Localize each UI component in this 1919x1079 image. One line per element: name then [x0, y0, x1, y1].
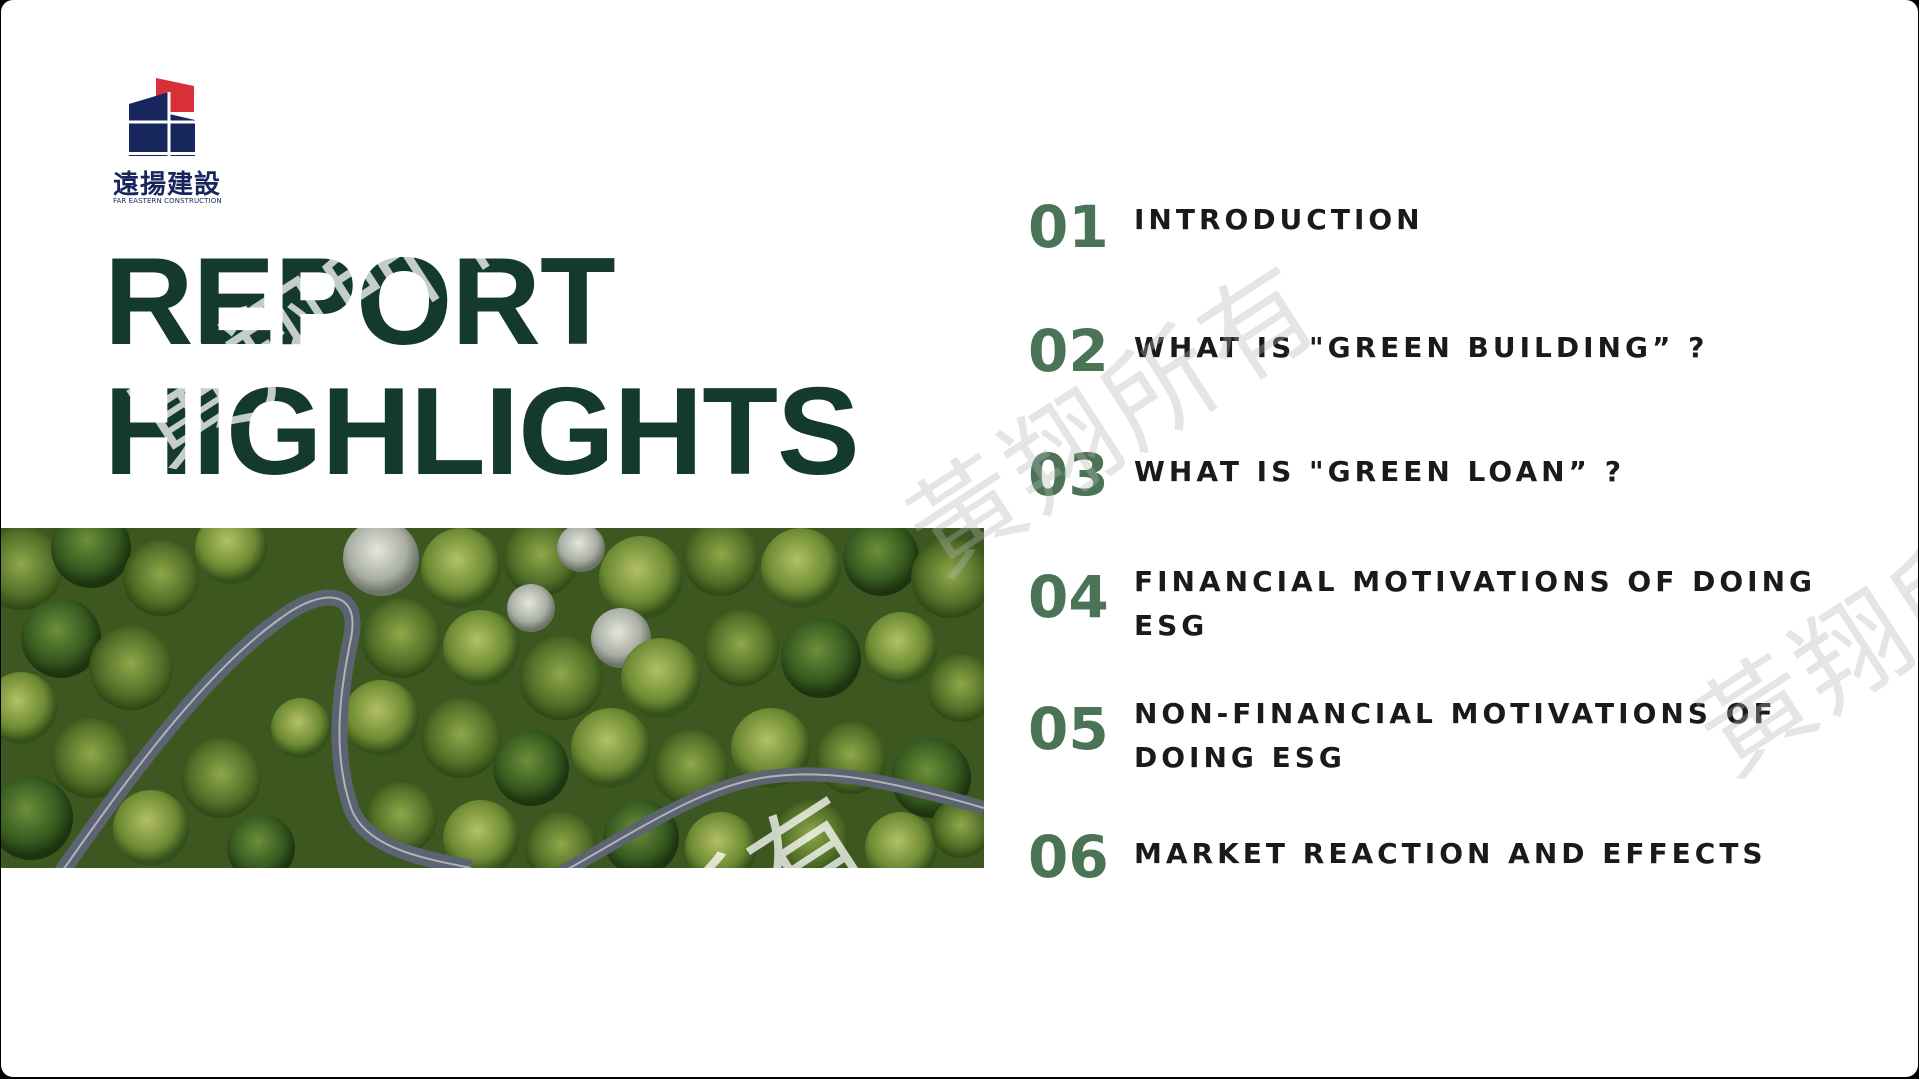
toc-title: FINANCIAL MOTIVATIONS OF DOING ESG — [1134, 565, 1816, 642]
forest-road-aerial-image-icon — [1, 528, 984, 868]
building-logo-icon — [129, 78, 195, 156]
logo-chinese-name: 遠揚建設 — [113, 170, 222, 200]
title-line-1: REPORT — [104, 233, 616, 371]
title-line-2: HIGHLIGHTS — [104, 363, 860, 501]
toc-title: NON-FINANCIAL MOTIVATIONS OF DOING ESG — [1134, 697, 1777, 774]
toc-number: 04 — [1028, 563, 1109, 631]
logo-english-name: FAR EASTERN CONSTRUCTION — [113, 197, 222, 205]
toc-number: 03 — [1028, 441, 1109, 509]
toc-number: 05 — [1028, 695, 1109, 763]
forest-road-image — [1, 528, 984, 868]
toc-title: MARKET REACTION AND EFFECTS — [1134, 837, 1767, 870]
toc-title: WHAT IS "GREEN BUILDING” ? — [1134, 331, 1709, 364]
toc-title: WHAT IS "GREEN LOAN” ? — [1134, 455, 1625, 488]
toc-number: 01 — [1028, 193, 1109, 261]
toc-title: INTRODUCTION — [1134, 203, 1424, 236]
company-logo: 遠揚建設 FAR EASTERN CONSTRUCTION — [111, 76, 241, 205]
toc-number: 06 — [1028, 823, 1109, 891]
toc-number: 02 — [1028, 317, 1109, 385]
